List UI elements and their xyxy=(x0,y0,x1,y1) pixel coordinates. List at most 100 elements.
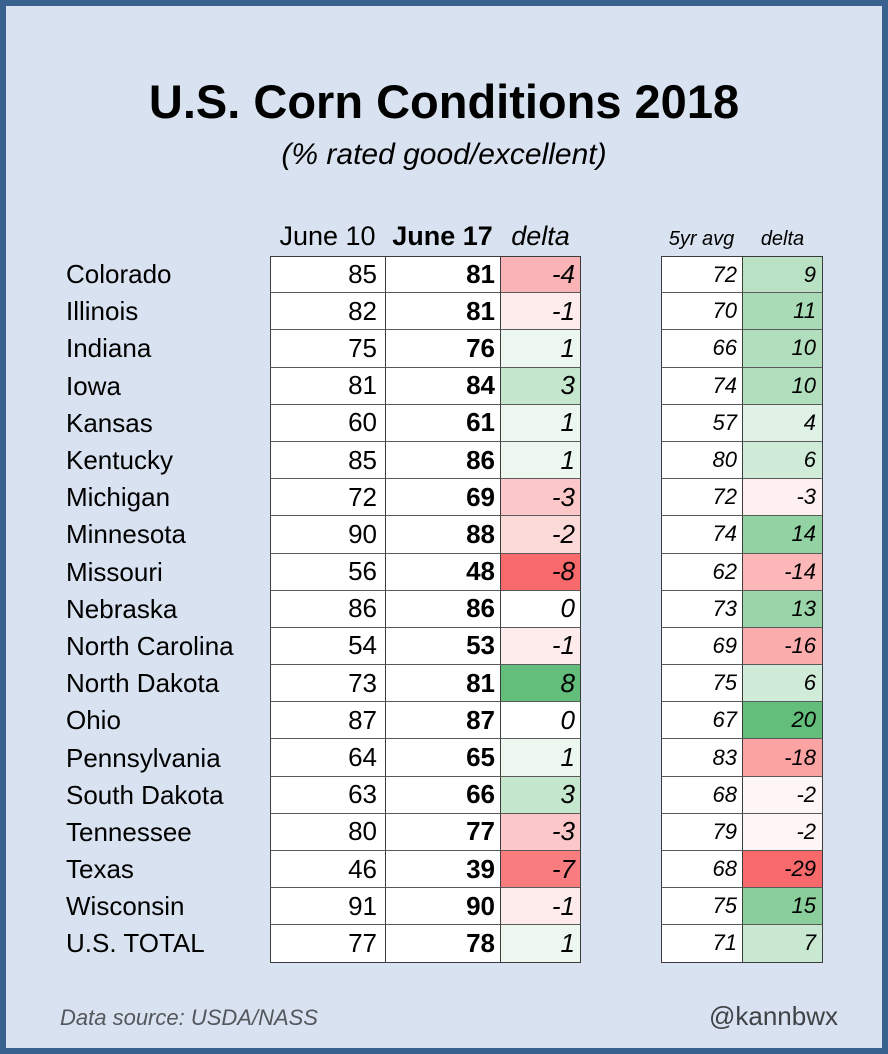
5yr-avg-value: 69 xyxy=(661,627,742,666)
delta-5yr-value: -14 xyxy=(742,553,823,591)
page-subtitle: (% rated good/excellent) xyxy=(281,138,607,171)
june10-value: 77 xyxy=(270,925,385,963)
state-label: Wisconsin xyxy=(66,891,185,922)
state-label: Missouri xyxy=(66,556,163,587)
5yr-avg-value: 80 xyxy=(661,441,742,480)
state-label: Nebraska xyxy=(66,593,178,624)
table-row: U.S. TOTAL 77 78 1 71 7 xyxy=(60,925,823,963)
5yr-avg-value: 72 xyxy=(661,479,742,517)
table-row: Missouri 56 48 -8 62 -14 xyxy=(60,553,823,591)
state-label: North Dakota xyxy=(66,668,220,699)
june10-value: 46 xyxy=(270,851,385,889)
delta-5yr-value: 15 xyxy=(742,888,823,926)
delta-value: 3 xyxy=(500,367,581,405)
table-gap xyxy=(581,888,661,925)
june10-value: 56 xyxy=(270,553,385,591)
state-label: Michigan xyxy=(66,482,171,513)
5yr-avg-value: 73 xyxy=(661,590,742,628)
delta-value: 8 xyxy=(500,665,581,703)
state-label: South Dakota xyxy=(66,779,224,810)
5yr-avg-value: 79 xyxy=(661,813,742,851)
june10-value: 86 xyxy=(270,590,385,628)
state-label: Iowa xyxy=(66,370,121,401)
data-source-note: Data source: USDA/NASS xyxy=(60,1005,318,1030)
delta-value: -1 xyxy=(500,627,581,666)
table-gap xyxy=(581,293,661,330)
june17-value: 76 xyxy=(385,330,500,368)
5yr-avg-value: 68 xyxy=(661,851,742,889)
5yr-avg-value: 75 xyxy=(661,888,742,926)
state-label: Minnesota xyxy=(66,519,186,550)
table-row: Indiana 75 76 1 66 10 xyxy=(60,330,823,368)
june17-value: 81 xyxy=(385,293,500,331)
delta-value: 1 xyxy=(500,739,581,777)
june17-value: 61 xyxy=(385,404,500,442)
table-gap xyxy=(581,554,661,591)
delta-5yr-value: 6 xyxy=(742,665,823,703)
state-label: Colorado xyxy=(66,259,172,290)
june10-value: 87 xyxy=(270,702,385,740)
state-label: Kentucky xyxy=(66,445,173,476)
june17-value: 66 xyxy=(385,776,500,814)
delta-5yr-value: 14 xyxy=(742,516,823,554)
table-gap xyxy=(581,814,661,851)
delta-5yr-value: -16 xyxy=(742,627,823,666)
delta-5yr-value: 6 xyxy=(742,441,823,480)
delta-value: -3 xyxy=(500,813,581,851)
delta-5yr-value: 10 xyxy=(742,330,823,368)
june10-value: 60 xyxy=(270,404,385,442)
june17-value: 86 xyxy=(385,441,500,480)
table-gap xyxy=(581,925,661,962)
state-label: Ohio xyxy=(66,705,121,736)
june17-value: 87 xyxy=(385,702,500,740)
table-row: Ohio 87 87 0 67 20 xyxy=(60,702,823,740)
corn-conditions-table: Colorado 85 81 -4 72 9 Illinois 82 81 -1… xyxy=(60,256,823,963)
column-header-june17: June 17 xyxy=(392,221,493,252)
delta-5yr-value: 11 xyxy=(742,293,823,331)
table-column-headers: June 10 June 17 delta 5yr avg delta xyxy=(60,218,823,252)
june10-value: 63 xyxy=(270,776,385,814)
table-gap xyxy=(581,665,661,702)
june10-value: 90 xyxy=(270,516,385,554)
june10-value: 64 xyxy=(270,739,385,777)
table-row: Iowa 81 84 3 74 10 xyxy=(60,367,823,405)
delta-value: 3 xyxy=(500,776,581,814)
table-row: Illinois 82 81 -1 70 11 xyxy=(60,293,823,331)
june17-value: 88 xyxy=(385,516,500,554)
table-row: South Dakota 63 66 3 68 -2 xyxy=(60,776,823,814)
june10-value: 81 xyxy=(270,367,385,405)
state-label: Texas xyxy=(66,854,134,885)
column-header-delta: delta xyxy=(511,221,570,252)
june17-value: 90 xyxy=(385,888,500,926)
table-row: Tennessee 80 77 -3 79 -2 xyxy=(60,813,823,851)
table-row: Wisconsin 91 90 -1 75 15 xyxy=(60,888,823,926)
state-label: U.S. TOTAL xyxy=(66,928,205,959)
state-label: Pennsylvania xyxy=(66,742,221,773)
delta-5yr-value: 13 xyxy=(742,590,823,628)
table-row: Pennsylvania 64 65 1 83 -18 xyxy=(60,739,823,777)
table-gap xyxy=(581,368,661,405)
table-gap xyxy=(581,777,661,814)
5yr-avg-value: 83 xyxy=(661,739,742,777)
table-row: North Dakota 73 81 8 75 6 xyxy=(60,665,823,703)
delta-5yr-value: -2 xyxy=(742,813,823,851)
5yr-avg-value: 71 xyxy=(661,925,742,963)
table-gap xyxy=(581,702,661,739)
delta-5yr-value: -2 xyxy=(742,776,823,814)
table-gap xyxy=(581,516,661,553)
delta-value: -8 xyxy=(500,553,581,591)
delta-value: 0 xyxy=(500,702,581,740)
delta-5yr-value: 4 xyxy=(742,404,823,442)
delta-value: 1 xyxy=(500,441,581,480)
5yr-avg-value: 74 xyxy=(661,516,742,554)
june10-value: 75 xyxy=(270,330,385,368)
delta-value: 1 xyxy=(500,330,581,368)
table-gap xyxy=(581,256,661,293)
june10-value: 85 xyxy=(270,256,385,294)
table-gap xyxy=(581,739,661,776)
table-gap xyxy=(581,405,661,442)
page-title: U.S. Corn Conditions 2018 xyxy=(148,75,740,128)
column-header-5yr-avg: 5yr avg xyxy=(668,228,735,250)
table-gap xyxy=(581,479,661,516)
delta-value: -3 xyxy=(500,479,581,517)
